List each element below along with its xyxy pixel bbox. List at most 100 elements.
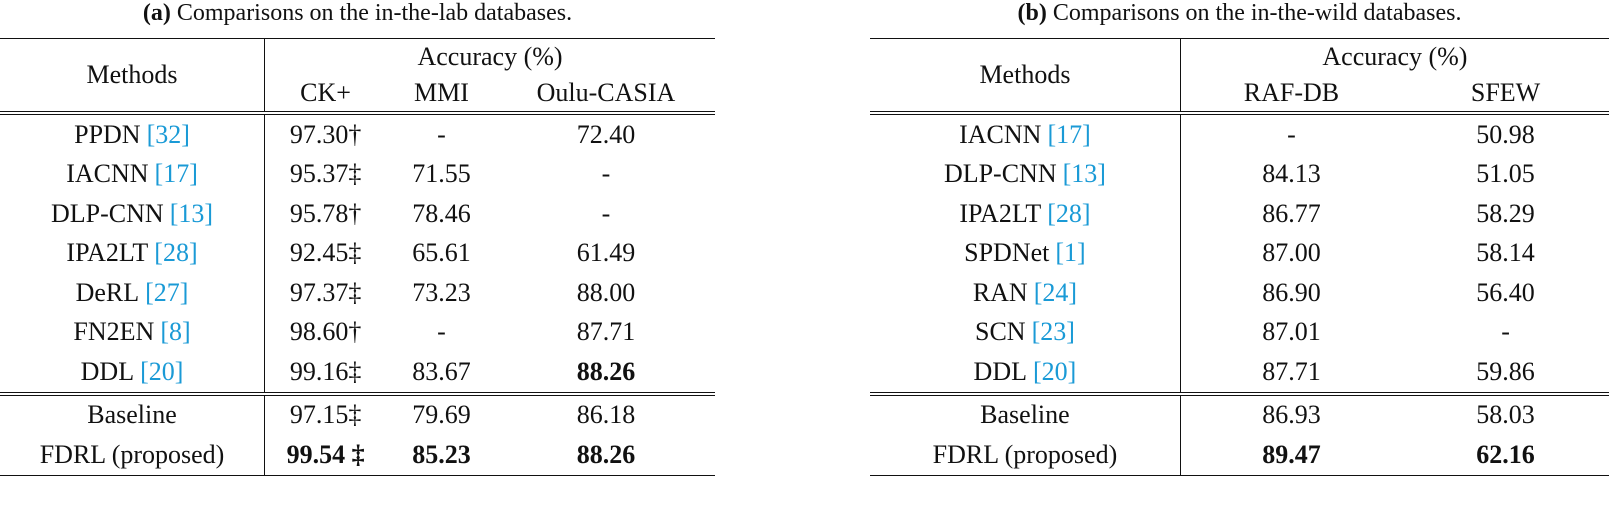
value-cell: 99.16‡ xyxy=(289,356,362,386)
method-cell: RAN [24] xyxy=(870,273,1181,313)
method-cell: DLP-CNN [13] xyxy=(870,154,1181,194)
value-cell: 97.37‡ xyxy=(289,277,362,307)
table-row: PPDN [32] 97.30† -72.40 xyxy=(0,111,715,155)
table-row: DDL [20] 99.16‡ 83.67 88.26 xyxy=(0,352,715,394)
value-cell: - xyxy=(1501,317,1510,347)
method-ref: [27] xyxy=(145,277,189,307)
value-cell: 92.45‡ xyxy=(289,238,362,268)
value-cell: 86.77 xyxy=(1262,198,1321,228)
method-ref: [20] xyxy=(140,356,184,386)
method-name: PPDN xyxy=(74,119,141,149)
value-cell: 88.26 xyxy=(576,356,636,386)
method-name: DLP-CNN xyxy=(943,159,1057,189)
method-name: IACNN xyxy=(66,159,149,189)
value-cell: 87.01 xyxy=(1262,317,1321,347)
value-cell: 84.13 xyxy=(1262,159,1321,189)
method-name: SCN xyxy=(974,317,1026,347)
method-cell: DLP-CNN [13] xyxy=(0,194,266,234)
value-cell: 87.71 xyxy=(576,317,636,347)
method-name: DeRL xyxy=(75,277,140,307)
method-cell: FN2EN [8] xyxy=(0,312,266,352)
methods-header: Methods xyxy=(0,38,266,113)
caption: (b) Comparisons on the in-the-wild databa… xyxy=(870,0,1609,38)
value-cell: 59.86 xyxy=(1476,356,1535,386)
method-name: DLP-CNN xyxy=(51,198,164,228)
method-name: RAN xyxy=(972,277,1028,307)
method-cell: DDL [20] xyxy=(870,352,1181,394)
value-cell: 58.29 xyxy=(1476,198,1535,228)
column-header: Oulu-CASIA xyxy=(536,78,676,107)
group-header: Accuracy (%) xyxy=(1180,38,1609,75)
method-cell: SCN [23] xyxy=(870,312,1181,352)
method-ref: [17] xyxy=(154,159,198,189)
method-cell: SPDNet [1] xyxy=(870,233,1181,273)
method-name: SPDNet xyxy=(964,238,1050,268)
method-ref: [32] xyxy=(146,119,190,149)
results-table: Methods Accuracy (%) CK+ MMI Oulu-CASIA PPDN[… xyxy=(0,38,715,476)
value-cell: 78.46 xyxy=(412,198,471,228)
method-name: IACNN xyxy=(959,119,1042,149)
value-cell: 97.30† xyxy=(264,111,387,155)
table-row: RAN [24] 86.90 56.40 xyxy=(870,273,1609,313)
value-cell: 83.67 xyxy=(412,356,471,386)
value-cell: 86.90 xyxy=(1262,277,1321,307)
value-cell: 86.93 xyxy=(1180,391,1403,435)
method-cell: FDRL (proposed) xyxy=(0,435,266,476)
caption-label: (a) xyxy=(142,0,171,26)
value-cell: - xyxy=(386,111,497,155)
table-row: DLP-CNN [13] 84.13 51.05 xyxy=(870,154,1609,194)
table-row: Baseline 86.93 58.03 xyxy=(870,391,1609,435)
table-row: Baseline 97.15‡ 79.69 86.18 xyxy=(0,391,715,435)
method-ref: [8] xyxy=(160,317,191,347)
value-cell: 89.47 xyxy=(1180,435,1403,476)
table-row: IACNN [17] -50.98 xyxy=(870,111,1609,155)
table-row: SCN [23] 87.01 - xyxy=(870,312,1609,352)
column-header: MMI xyxy=(414,78,469,107)
value-cell: 51.05 xyxy=(1476,159,1535,189)
value-cell: 56.40 xyxy=(1476,277,1535,307)
value-cell: 61.49 xyxy=(576,238,636,268)
method-ref: [23] xyxy=(1031,317,1075,347)
method-ref: [13] xyxy=(169,198,214,228)
table-row: FN2EN [8] 98.60† - 87.71 xyxy=(0,312,715,352)
method-ref: [1] xyxy=(1055,238,1086,268)
value-cell: 99.54 ‡ xyxy=(264,435,387,476)
value-cell: 65.61 xyxy=(412,238,471,268)
value-cell: 88.26 xyxy=(496,435,715,476)
group-header: Accuracy (%) xyxy=(264,38,715,75)
method-cell: Baseline xyxy=(0,391,266,435)
method-cell: Baseline xyxy=(870,391,1181,435)
method-cell: IACNN [17] xyxy=(870,111,1181,155)
value-cell: 97.15‡ xyxy=(264,391,387,435)
value-cell: 86.18 xyxy=(496,391,715,435)
method-cell: IPA2LT [28] xyxy=(870,194,1181,234)
column-header: CK+ xyxy=(300,78,351,107)
value-cell: 71.55 xyxy=(412,159,471,189)
method-ref: [28] xyxy=(1047,198,1091,228)
value-cell: 58.14 xyxy=(1476,238,1535,268)
method-name: Baseline xyxy=(980,400,1070,430)
method-cell: IPA2LT [28] xyxy=(0,233,266,273)
method-ref: [17] xyxy=(1047,119,1091,149)
method-ref: [20] xyxy=(1032,356,1077,386)
method-cell: IACNN [17] xyxy=(0,154,266,194)
method-name: FN2EN xyxy=(73,317,155,347)
method-name: DDL xyxy=(973,356,1027,386)
method-ref: [24] xyxy=(1033,277,1078,307)
value-cell: 62.16 xyxy=(1402,435,1609,476)
results-table: Methods Accuracy (%) RAF-DB SFEW IACNN [17] -5… xyxy=(870,38,1609,476)
table-row: DLP-CNN [13] 95.78† 78.46 - xyxy=(0,194,715,234)
header-row: Methods Accuracy (%) xyxy=(0,38,715,113)
method-ref: [13] xyxy=(1062,159,1106,189)
header-row: RAF-DB SFEW xyxy=(870,75,1609,113)
value-cell: 95.78† xyxy=(289,198,362,228)
method-name: IPA2LT xyxy=(959,198,1042,228)
table-row: IPA2LT [28] 86.77 58.29 xyxy=(870,194,1609,234)
table-row: IACNN [17] 95.37‡ 71.55 - xyxy=(0,154,715,194)
value-cell: 58.03 xyxy=(1402,391,1609,435)
table-a: (a) Comparisons on the in-the-lab databas… xyxy=(0,0,715,476)
value-cell: 73.23 xyxy=(412,277,471,307)
value-cell: 95.37‡ xyxy=(289,159,362,189)
method-ref: [28] xyxy=(154,238,198,268)
